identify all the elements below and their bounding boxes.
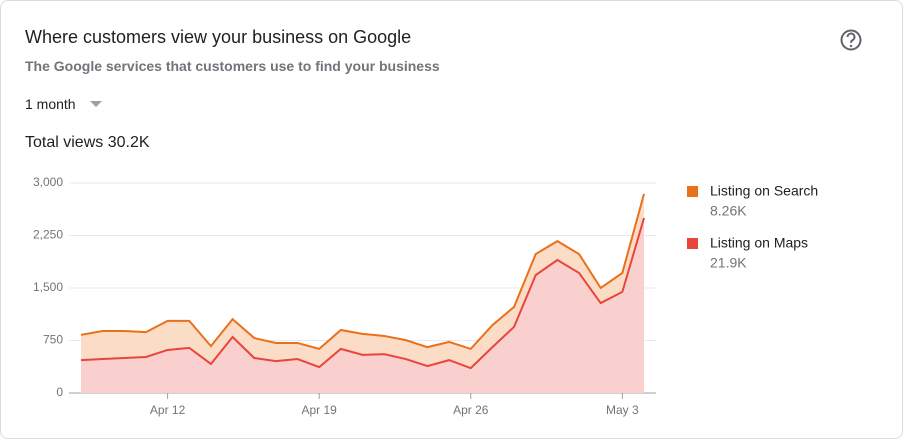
- dropdown-arrow[interactable]: [90, 101, 102, 107]
- legend-swatch: [687, 238, 698, 249]
- card-subtitle: The Google services that customers use t…: [25, 58, 440, 74]
- help-icon[interactable]: [840, 29, 862, 51]
- y-tick-label: 750: [43, 333, 63, 347]
- area-fill: [81, 218, 644, 393]
- y-tick-label: 0: [56, 385, 63, 399]
- y-tick-label: 3,000: [33, 175, 63, 189]
- y-tick-label: 2,250: [33, 228, 63, 242]
- x-tick-label: Apr 12: [150, 403, 186, 417]
- legend-total: 21.9K: [710, 255, 747, 271]
- legend-total: 8.26K: [710, 203, 747, 219]
- x-tick-label: May 3: [606, 403, 639, 417]
- legend-name: Listing on Maps: [710, 235, 808, 251]
- range-dropdown[interactable]: 1 month: [25, 96, 76, 112]
- range-label: 1 month: [25, 96, 76, 112]
- legend-name: Listing on Search: [710, 183, 818, 199]
- legend-swatch: [687, 186, 698, 197]
- total-views: Total views 30.2K: [25, 134, 150, 151]
- x-tick-label: Apr 26: [453, 403, 489, 417]
- y-tick-label: 1,500: [33, 280, 63, 294]
- x-tick-label: Apr 19: [302, 403, 338, 417]
- series-line: [80, 193, 645, 351]
- series-line: [80, 217, 645, 370]
- area-fill: [81, 193, 644, 369]
- card-title: Where customers view your business on Go…: [25, 27, 412, 47]
